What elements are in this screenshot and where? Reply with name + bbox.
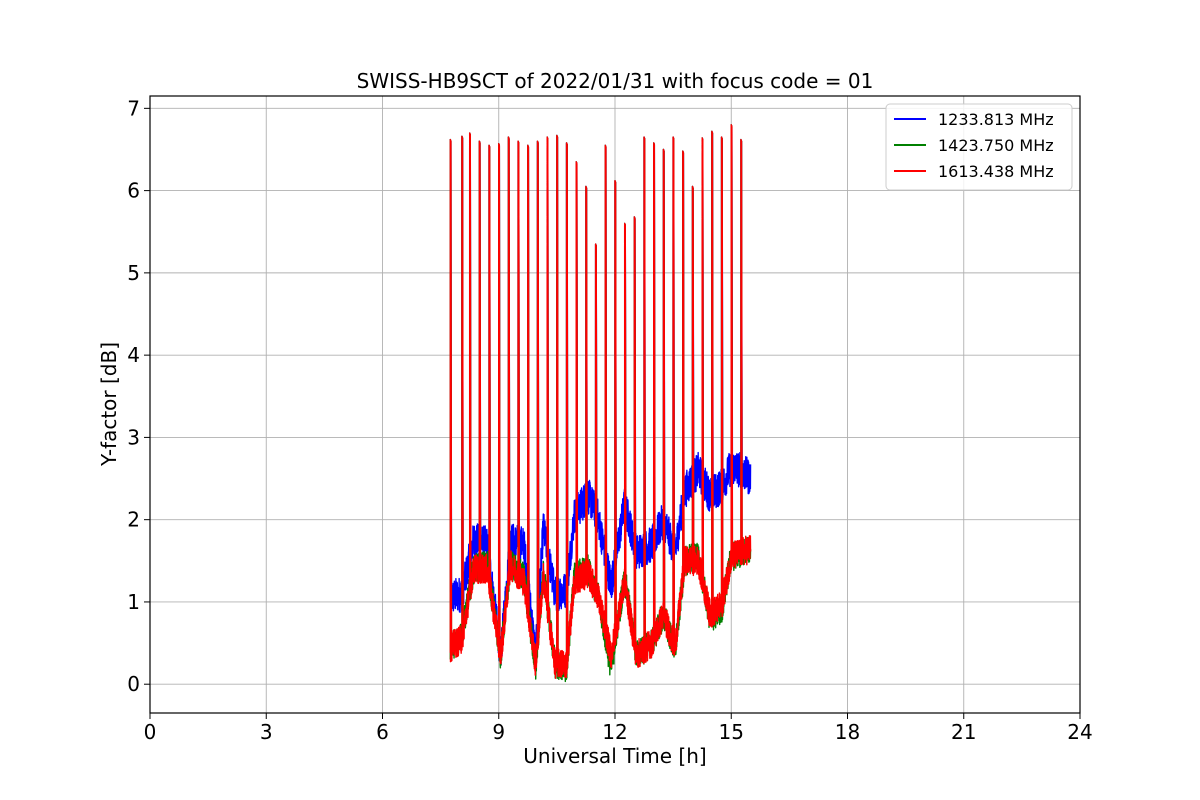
y-tick-label: 7 [127,96,140,120]
legend: 1233.813 MHz 1423.750 MHz 1613.438 MHz [885,103,1073,191]
x-tick-label: 18 [835,720,860,744]
x-axis-label: Universal Time [h] [523,744,706,768]
y-tick-label: 4 [127,343,140,367]
x-tick-label: 3 [260,720,273,744]
plot-series [449,124,752,683]
y-tick-label: 3 [127,425,140,449]
x-tick-label: 15 [719,720,744,744]
x-tick-label: 12 [602,720,627,744]
y-axis-label: Y-factor [dB] [97,342,121,467]
x-tick-label: 9 [492,720,505,744]
y-tick-label: 5 [127,261,140,285]
y-tick-label: 6 [127,179,140,203]
y-tick-label: 0 [127,672,140,696]
legend-box [885,103,1073,191]
x-tick-label: 21 [951,720,976,744]
x-tick-label: 0 [144,720,157,744]
legend-label: 1233.813 MHz [938,110,1054,129]
x-tick-label: 24 [1067,720,1092,744]
legend-label: 1613.438 MHz [938,162,1054,181]
x-tick-label: 6 [376,720,389,744]
y-tick-label: 2 [127,508,140,532]
chart-title: SWISS-HB9SCT of 2022/01/31 with focus co… [357,69,874,93]
series-line [449,124,752,679]
legend-label: 1423.750 MHz [938,136,1054,155]
y-tick-label: 1 [127,590,140,614]
